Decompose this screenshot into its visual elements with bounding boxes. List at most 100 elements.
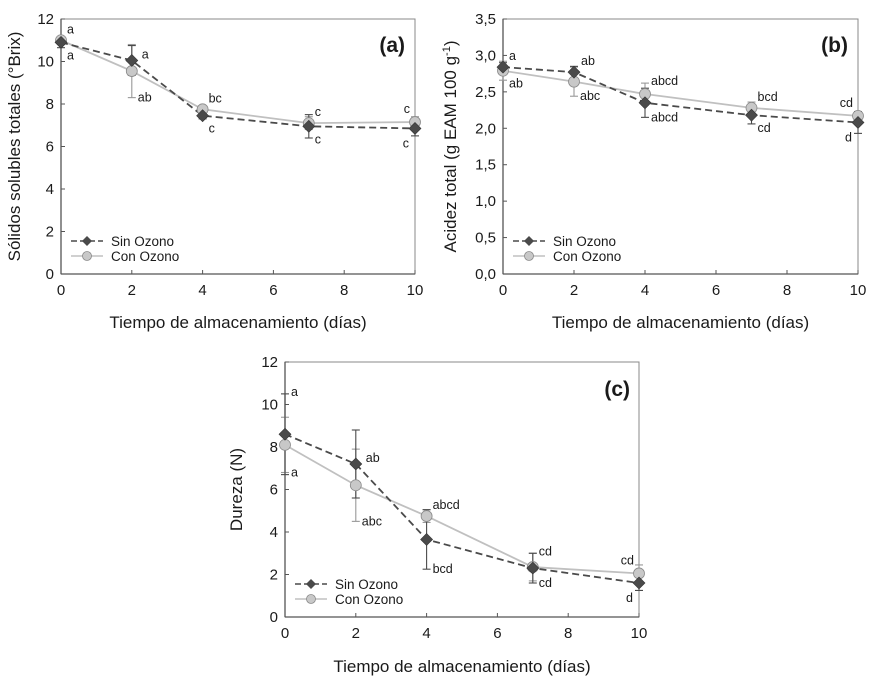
y-axis-title: Sólidos solubles totales (°Brix) [5,32,24,262]
significance-letter: abcd [651,110,678,124]
point-con-ozono [279,438,291,451]
y-tick-label: 2,0 [475,120,496,137]
x-tick-label: 4 [198,282,206,299]
y-tick-label: 10 [261,397,278,414]
point-sin-ozono [196,109,210,123]
legend-label-con-ozono: Con Ozono [335,592,403,607]
legend-marker-con-ozono [82,251,92,261]
significance-letter: c [315,132,321,146]
series-line-con-ozono [284,444,640,575]
significance-letter: c [315,105,321,119]
legend-label-sin-ozono: Sin Ozono [335,577,398,592]
significance-letter: ab [138,91,152,105]
point-sin-ozono [851,116,865,129]
y-tick-label: 1,5 [475,157,496,174]
significance-letter: a [67,22,74,36]
series-line-con-ozono [60,39,416,125]
x-tick-label: 2 [352,625,360,642]
y-tick-label: 3,0 [475,47,496,64]
significance-letter: ab [581,54,595,68]
point-sin-ozono [278,427,292,441]
y-tick-label: 2 [46,224,54,241]
significance-letter: ab [366,451,380,465]
x-tick-label: 4 [422,625,430,642]
y-tick-label: 0,5 [475,230,496,247]
significance-letter: a [509,49,516,63]
y-tick-label: 2 [270,567,278,584]
x-axis-title: Tiempo de almacenamiento (días) [552,313,809,332]
y-tick-label: 4 [270,524,278,541]
y-axis-title: Acidez total (g EAM 100 g-1) [441,41,460,253]
series-line-con-ozono [502,69,859,117]
point-con-ozono [125,65,138,77]
x-tick-label: 8 [564,625,572,642]
y-tick-label: 1,0 [475,193,496,210]
point-sin-ozono [302,119,316,133]
point-sin-ozono [745,108,758,122]
x-tick-label: 0 [57,282,65,299]
x-tick-label: 6 [712,282,720,299]
significance-letter: abcd [651,74,678,88]
chart-solidos-solubles: 0 2 4 6 8 10 0 2 4 6 8 10 12 Tiempo de almacenamiento… [5,11,424,332]
point-sin-ozono [567,65,581,79]
significance-letter: a [291,385,298,399]
significance-letter: cd [758,121,771,135]
series-line-sin-ozono [502,66,859,124]
point-sin-ozono [54,35,68,49]
point-sin-ozono [638,96,652,110]
significance-letter: c [209,122,215,136]
x-tick-label: 6 [269,282,277,299]
x-tick-label: 6 [493,625,501,642]
significance-letter: c [403,136,409,150]
panel-label: (c) [604,378,630,401]
significance-letter: a [142,47,149,61]
significance-letter: cd [621,553,634,567]
point-sin-ozono [125,54,139,67]
legend-marker-sin-ozono [524,236,534,246]
point-sin-ozono [632,576,646,590]
point-sin-ozono [496,60,510,74]
point-sin-ozono [526,561,540,575]
point-sin-ozono [349,457,363,471]
significance-letter: bcd [433,562,453,576]
legend-marker-con-ozono [524,251,534,261]
x-tick-label: 0 [499,282,507,299]
x-tick-label: 10 [850,282,867,299]
y-axis-title: Dureza (N) [227,448,246,531]
y-tick-label: 4 [46,181,54,198]
y-tick-label: 12 [37,11,54,28]
chart-acidez-total: 0 2 4 6 8 10 0,0 0,5 1,0 1,5 2,0 2,5 3,0 3,5 Tiempo de… [441,11,867,332]
legend-label-con-ozono: Con Ozono [111,249,179,264]
series-line-sin-ozono [60,41,416,130]
panel-label: (b) [821,34,848,57]
point-con-ozono [420,510,433,522]
panel-label: (a) [379,34,405,57]
legend-label-sin-ozono: Sin Ozono [111,234,174,249]
legend-label-con-ozono: Con Ozono [553,249,621,264]
y-tick-label: 6 [270,482,278,499]
y-tick-label: 6 [46,139,54,156]
x-tick-label: 10 [631,625,648,642]
significance-letter: d [626,591,633,605]
y-tick-label: 0 [270,609,278,626]
significance-letter: d [845,130,852,144]
x-tick-label: 8 [340,282,348,299]
x-axis-title: Tiempo de almacenamiento (días) [333,657,590,676]
legend-marker-sin-ozono [82,236,92,246]
significance-letter: cd [539,576,552,590]
x-tick-label: 0 [281,625,289,642]
x-tick-label: 2 [570,282,578,299]
series-line-sin-ozono [284,433,640,584]
x-tick-label: 10 [407,282,424,299]
y-tick-label: 10 [37,54,54,71]
point-con-ozono [349,479,362,492]
significance-letter: bc [209,91,222,105]
legend-marker-sin-ozono [306,579,316,589]
significance-letter: a [67,48,74,62]
x-axis-title: Tiempo de almacenamiento (días) [109,313,366,332]
y-tick-label: 2,5 [475,84,496,101]
y-tick-label: 0 [46,266,54,283]
